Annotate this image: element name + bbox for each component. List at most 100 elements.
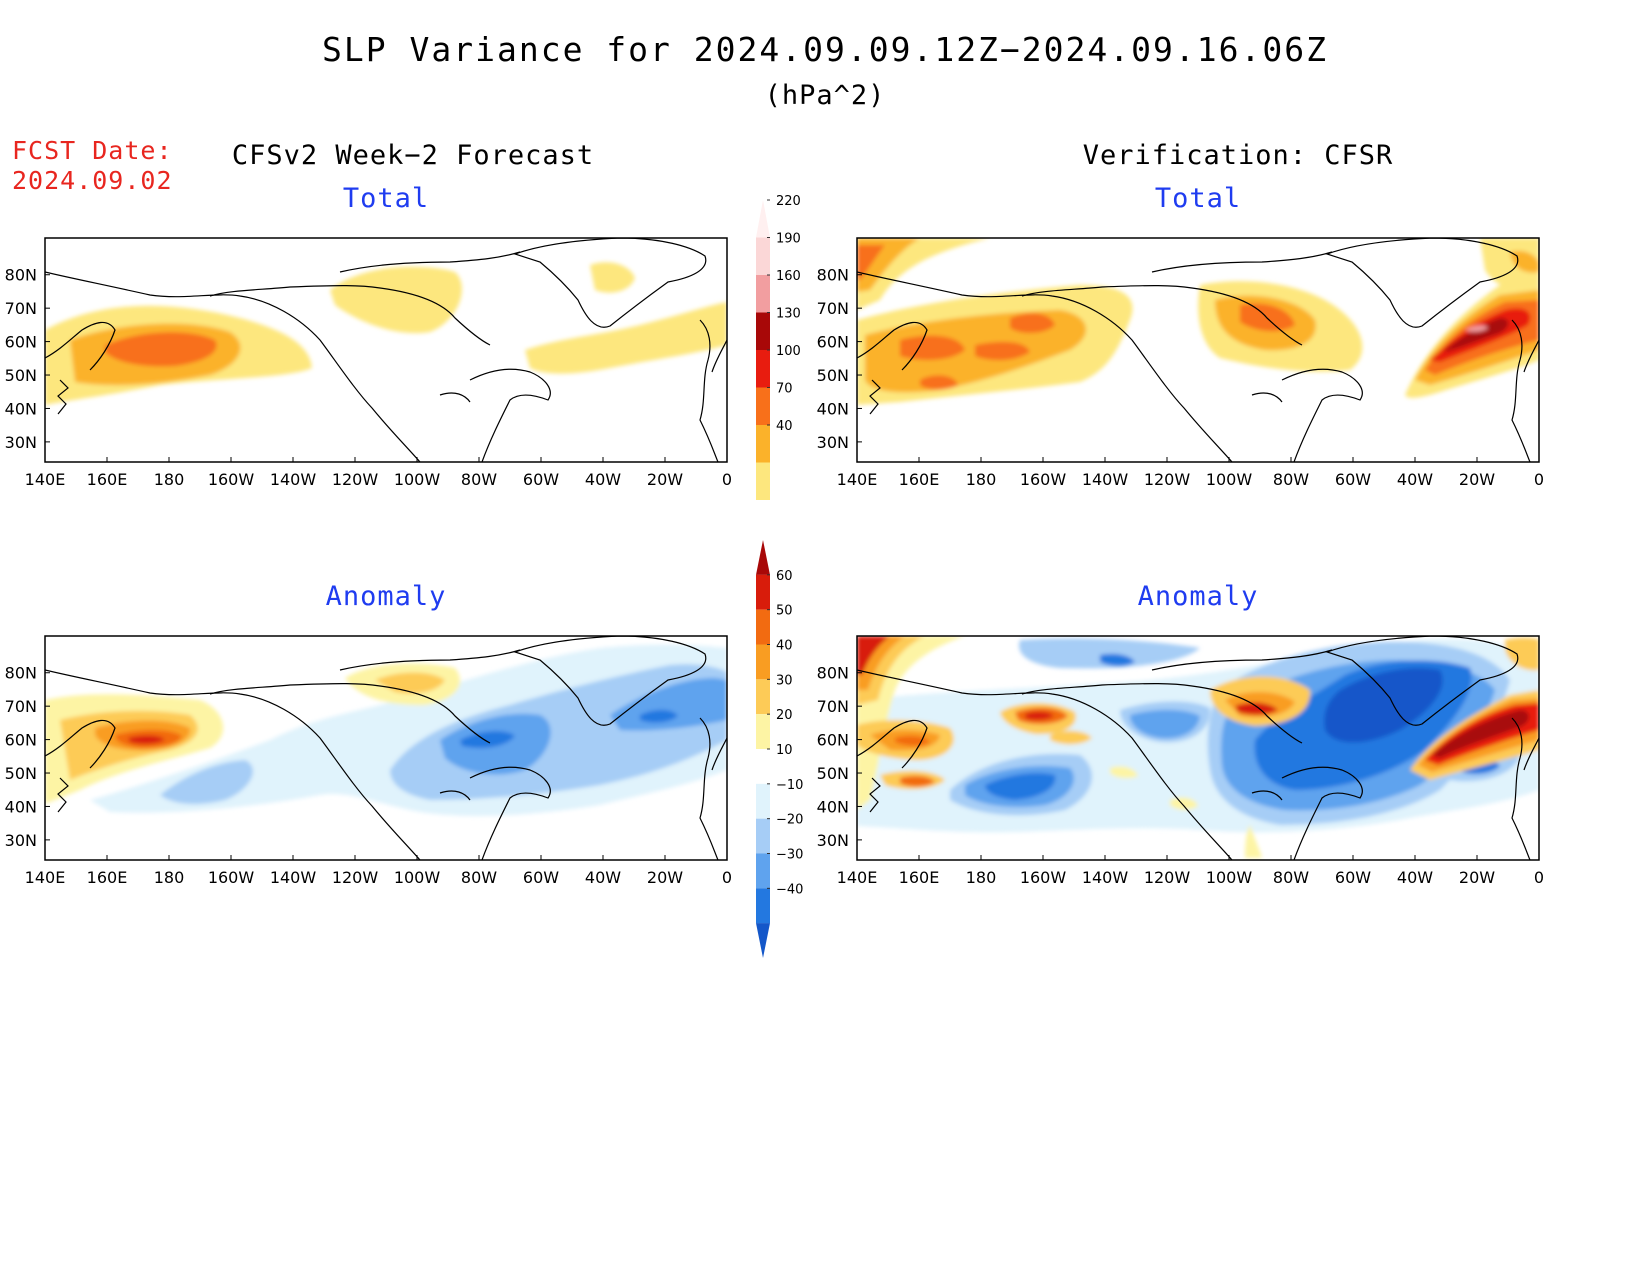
forecast-total-lat-label: 60N (5, 333, 37, 352)
anomaly-colorbar-swatch (756, 783, 770, 819)
map-frame (856, 635, 1540, 861)
forecast-total-lon-label: 40W (585, 470, 621, 489)
forecast-anomaly-lon-label: 20W (647, 868, 683, 887)
forecast-total-lat-label: 30N (5, 433, 37, 452)
verification-total-lon-label: 180 (966, 470, 997, 489)
forecast-total-lon-label: 160E (87, 470, 128, 489)
colorbar-layer: 40 70 100 130 160 190 220 −40 −30 −20 −10 10 20 30 40 5… (756, 194, 803, 958)
anomaly-colorbar-swatch (756, 714, 770, 749)
forecast-total-lon-label: 140W (270, 470, 317, 489)
forecast-anomaly-coastlines (45, 636, 727, 860)
axes-layer: 140E 160E 180 160W 140W 120W 100W 80W 60W 40W 20W 0… (5, 266, 1544, 887)
verification-total-lat-label: 60N (817, 333, 849, 352)
forecast-total-shading (45, 262, 727, 405)
anomaly-colorbar-label: 60 (776, 569, 793, 584)
forecast-total-lon-label: 0 (722, 470, 732, 489)
verification-total-lon-label: 100W (1206, 470, 1253, 489)
verification-total-lat-label: 50N (817, 366, 849, 385)
forecast-anomaly-lon-label: 160E (87, 868, 128, 887)
total-colorbar-label: 220 (776, 194, 801, 209)
verification-anomaly-lon-label: 120W (1144, 868, 1191, 887)
total-colorbar-label: 130 (776, 307, 801, 322)
anomaly-colorbar-label: −10 (776, 778, 803, 793)
forecast-anomaly-lon-label: 60W (523, 868, 559, 887)
forecast-anomaly-map (44, 635, 728, 861)
map-frame (44, 237, 728, 463)
total-colorbar-label: 160 (776, 269, 801, 284)
verification-total-lon-label: 160E (899, 470, 940, 489)
verification-anomaly-lon-label: 100W (1206, 868, 1253, 887)
forecast-anomaly-lat-label: 30N (5, 831, 37, 850)
anomaly-colorbar-label: 30 (776, 673, 793, 688)
anomaly-colorbar-label: 40 (776, 639, 793, 654)
forecast-total-lon-label: 120W (332, 470, 379, 489)
forecast-anomaly-lon-label: 40W (585, 868, 621, 887)
verification-anomaly-lon-label: 80W (1273, 868, 1309, 887)
forecast-total-lon-label: 80W (461, 470, 497, 489)
verification-anomaly-lon-label: 160W (1020, 868, 1067, 887)
forecast-anomaly-lon-label: 0 (722, 868, 732, 887)
total-colorbar-swatch (756, 237, 770, 275)
anomaly-colorbar-swatch (756, 644, 770, 680)
verification-anomaly-lon-label: 140W (1082, 868, 1129, 887)
verification-total-title: Total (1154, 183, 1242, 214)
anomaly-colorbar-label: −30 (776, 848, 803, 863)
anomaly-colorbar-swatch (756, 609, 770, 645)
verification-anomaly-lat-label: 30N (817, 831, 849, 850)
map-frame (44, 635, 728, 861)
anomaly-colorbar-swatch (756, 540, 770, 575)
verification-anomaly-title: Anomaly (1137, 581, 1259, 612)
forecast-anomaly-lat-label: 40N (5, 797, 37, 816)
total-colorbar-swatch (756, 387, 770, 425)
forecast-anomaly-lon-label: 140E (25, 868, 66, 887)
verification-anomaly-lat-label: 50N (817, 764, 849, 783)
anomaly-colorbar-label: −40 (776, 882, 803, 897)
forecast-anomaly-lat-label: 70N (5, 697, 37, 716)
forecast-total-lon-label: 140E (25, 470, 66, 489)
total-colorbar-label: 40 (776, 419, 793, 434)
forecast-anomaly-lat-label: 50N (5, 764, 37, 783)
forecast-anomaly-lon-label: 140W (270, 868, 317, 887)
forecast-total-lat-label: 80N (5, 266, 37, 285)
forecast-total-lon-label: 100W (394, 470, 441, 489)
verification-total-shading (857, 238, 1539, 405)
verification-total-lat-label: 70N (817, 299, 849, 318)
verification-anomaly-lon-label: 180 (966, 868, 997, 887)
verification-anomaly-shading (857, 636, 1539, 858)
forecast-anomaly-lon-label: 120W (332, 868, 379, 887)
verification-anomaly-coastlines (857, 636, 1539, 860)
verification-total-lat-label: 30N (817, 433, 849, 452)
anomaly-colorbar-swatch (756, 888, 770, 924)
map-frame (856, 237, 1540, 463)
verification-anomaly-lat-label: 60N (817, 731, 849, 750)
verification-total-lon-label: 120W (1144, 470, 1191, 489)
verification-anomaly-lon-label: 20W (1459, 868, 1495, 887)
verification-total-lon-label: 60W (1335, 470, 1371, 489)
forecast-total-lon-label: 60W (523, 470, 559, 489)
verification-total-lat-label: 80N (817, 266, 849, 285)
total-colorbar-swatch (756, 462, 770, 500)
verification-total-map (856, 237, 1540, 463)
verification-anomaly-lon-label: 0 (1534, 868, 1544, 887)
verification-anomaly-lon-label: 60W (1335, 868, 1371, 887)
anomaly-colorbar-swatch (756, 853, 770, 889)
anomaly-colorbar-label: −20 (776, 813, 803, 828)
verification-total-lon-label: 0 (1534, 470, 1544, 489)
forecast-anomaly-lon-label: 80W (461, 868, 497, 887)
anomaly-colorbar-label: 20 (776, 708, 793, 723)
verification-anomaly-lat-label: 70N (817, 697, 849, 716)
forecast-anomaly-lat-label: 60N (5, 731, 37, 750)
forecast-total-lon-label: 160W (208, 470, 255, 489)
forecast-heading: CFSv2 Week−2 Forecast (231, 140, 595, 171)
forecast-anomaly-lon-label: 180 (154, 868, 185, 887)
anomaly-colorbar-swatch (756, 818, 770, 854)
total-colorbar-swatch (756, 200, 770, 238)
verification-heading: Verification: CFSR (1082, 140, 1394, 171)
verification-total-lon-label: 140W (1082, 470, 1129, 489)
verification-anomaly-lon-label: 140E (837, 868, 878, 887)
anomaly-colorbar-label: 10 (776, 743, 793, 758)
forecast-total-map (44, 237, 728, 463)
forecast-anomaly-lon-label: 100W (394, 868, 441, 887)
total-colorbar-swatch (756, 350, 770, 388)
